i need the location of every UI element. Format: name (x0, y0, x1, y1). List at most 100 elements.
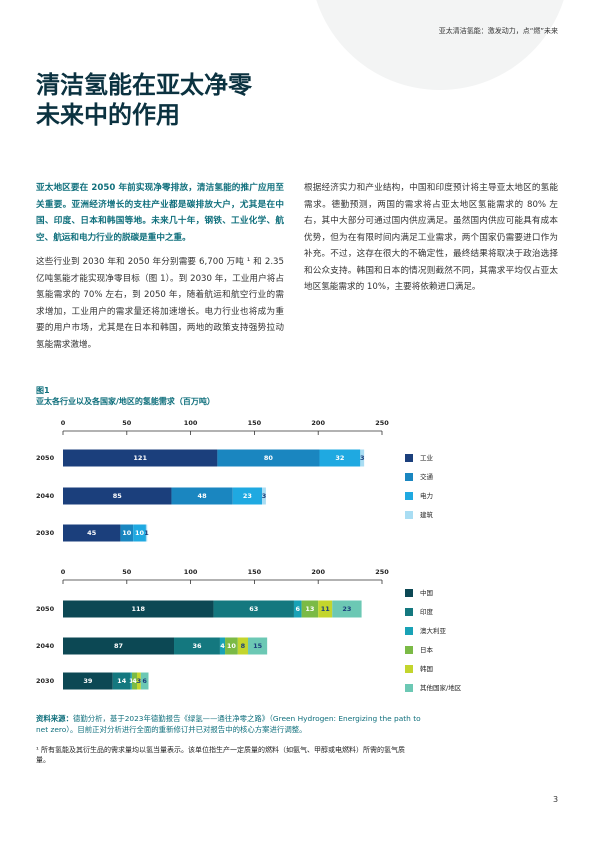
x-tick-label: 200 (311, 419, 325, 427)
title-line: 清洁氢能在亚太净零 (36, 71, 252, 99)
title-line: 未来中的作用 (36, 101, 180, 129)
legend-swatch (405, 454, 413, 462)
bar-segment (63, 637, 175, 655)
legend-label: 交通 (420, 472, 434, 481)
category-label: 2050 (36, 605, 55, 613)
data-label: 1 (144, 529, 149, 537)
data-label: 4 (132, 677, 137, 685)
data-label: 36 (192, 642, 202, 650)
legend-swatch (405, 511, 413, 519)
legend-swatch (405, 627, 413, 635)
source-note: 资料来源：德勤分析，基于2023年德勤报告《绿氢——通往净零之路》（Green … (36, 713, 426, 735)
data-label: 13 (305, 605, 314, 613)
bar-segment (225, 637, 238, 655)
x-tick-label: 100 (184, 419, 198, 427)
bar-segment (219, 637, 226, 655)
bar-segment (63, 449, 218, 467)
figure-caption: 图1 亚太各行业以及各国家/地区的氢能需求（百万吨） (36, 385, 215, 407)
data-label: 1 (129, 677, 134, 685)
legend-label: 电力 (420, 491, 433, 500)
x-tick-label: 200 (311, 568, 325, 576)
bar-segment (171, 487, 233, 505)
bar-segment (63, 524, 121, 542)
data-label: 6 (142, 677, 147, 685)
legend-label: 印度 (420, 607, 434, 616)
data-label: 80 (264, 454, 274, 462)
data-label: 3 (360, 454, 365, 462)
data-label: 121 (133, 454, 147, 462)
category-label: 2040 (36, 642, 55, 650)
data-label: 118 (131, 605, 145, 613)
bar-segment (262, 487, 266, 505)
legend-label: 工业 (420, 453, 434, 462)
bar-segment (133, 524, 146, 542)
paragraph: 这些行业到 2030 年和 2050 年分别需要 6,700 万吨 ¹ 和 2.… (36, 257, 284, 350)
lead-paragraph: 亚太地区要在 2050 年前实现净零排放，清洁氢能的推广应用至关重要。亚洲经济增… (36, 183, 284, 243)
legend-swatch (405, 665, 413, 673)
data-label: 48 (198, 492, 208, 500)
legend-label: 日本 (420, 645, 434, 654)
legend-swatch (405, 684, 413, 692)
bar-segment (63, 600, 214, 618)
legend-label: 中国 (420, 588, 433, 597)
legend-swatch (405, 473, 413, 481)
footnote: ¹ 所有氢能及其衍生品的需求量均以氢当量表示。该单位指生产一定质量的燃料（如氨气… (36, 746, 406, 764)
x-tick-label: 0 (61, 419, 66, 427)
category-label: 2050 (36, 454, 55, 462)
category-label: 2030 (36, 677, 55, 685)
x-tick-label: 0 (61, 568, 66, 576)
x-tick-label: 100 (184, 568, 198, 576)
x-tick-label: 50 (122, 568, 132, 576)
bar-segment (293, 600, 302, 618)
bar-segment (319, 449, 361, 467)
figure-label: 图1 (36, 386, 50, 395)
legend-swatch (405, 492, 413, 500)
bar-segment (301, 600, 319, 618)
legend-label: 韩国 (420, 664, 433, 673)
data-label: 10 (122, 529, 132, 537)
bar-segment (63, 672, 113, 690)
data-label: 10 (227, 642, 237, 650)
data-label: 10 (135, 529, 145, 537)
x-tick-label: 150 (248, 568, 262, 576)
bar-segment (174, 637, 220, 655)
bar-segment (248, 637, 268, 655)
category-label: 2040 (36, 492, 55, 500)
data-label: 14 (117, 677, 127, 685)
data-label: 3 (137, 677, 142, 685)
decor-circle (316, 0, 564, 90)
bar-segment (213, 600, 294, 618)
data-label: 63 (249, 605, 258, 613)
legend-label: 澳大利亚 (420, 626, 447, 635)
bar-segment (140, 672, 149, 690)
bar-segment (332, 600, 362, 618)
data-label: 23 (342, 605, 351, 613)
category-label: 2030 (36, 529, 55, 537)
bar-segment (130, 672, 132, 690)
bar-segment (131, 672, 138, 690)
data-label: 11 (321, 605, 331, 613)
data-label: 8 (241, 642, 246, 650)
data-label: 15 (253, 642, 263, 650)
data-label: 39 (83, 677, 93, 685)
data-label: 23 (243, 492, 252, 500)
bar-segment (318, 600, 333, 618)
legend-swatch (405, 589, 413, 597)
left-column: 亚太地区要在 2050 年前实现净零排放，清洁氢能的推广应用至关重要。亚洲经济增… (36, 180, 284, 353)
legend-label: 建筑 (420, 510, 434, 519)
data-label: 32 (335, 454, 344, 462)
x-tick-label: 250 (375, 419, 389, 427)
legend-swatch (405, 646, 413, 654)
legend-swatch (405, 608, 413, 616)
right-column: 根据经济实力和产业结构，中国和印度预计将主导亚太地区的氢能需求。德勤预测，两国的… (304, 183, 558, 292)
bar-segment (63, 487, 172, 505)
data-label: 87 (114, 642, 123, 650)
page-number: 3 (553, 795, 559, 804)
source-text: 德勤分析，基于2023年德勤报告《绿氢——通往净零之路》（Green Hydro… (36, 714, 421, 734)
running-header: 亚太清洁氢能：激发动力，点“燃”未来 (439, 26, 558, 35)
x-tick-label: 50 (122, 419, 132, 427)
data-label: 4 (220, 642, 225, 650)
title-block: 清洁氢能在亚太净零 未来中的作用 (36, 70, 252, 130)
